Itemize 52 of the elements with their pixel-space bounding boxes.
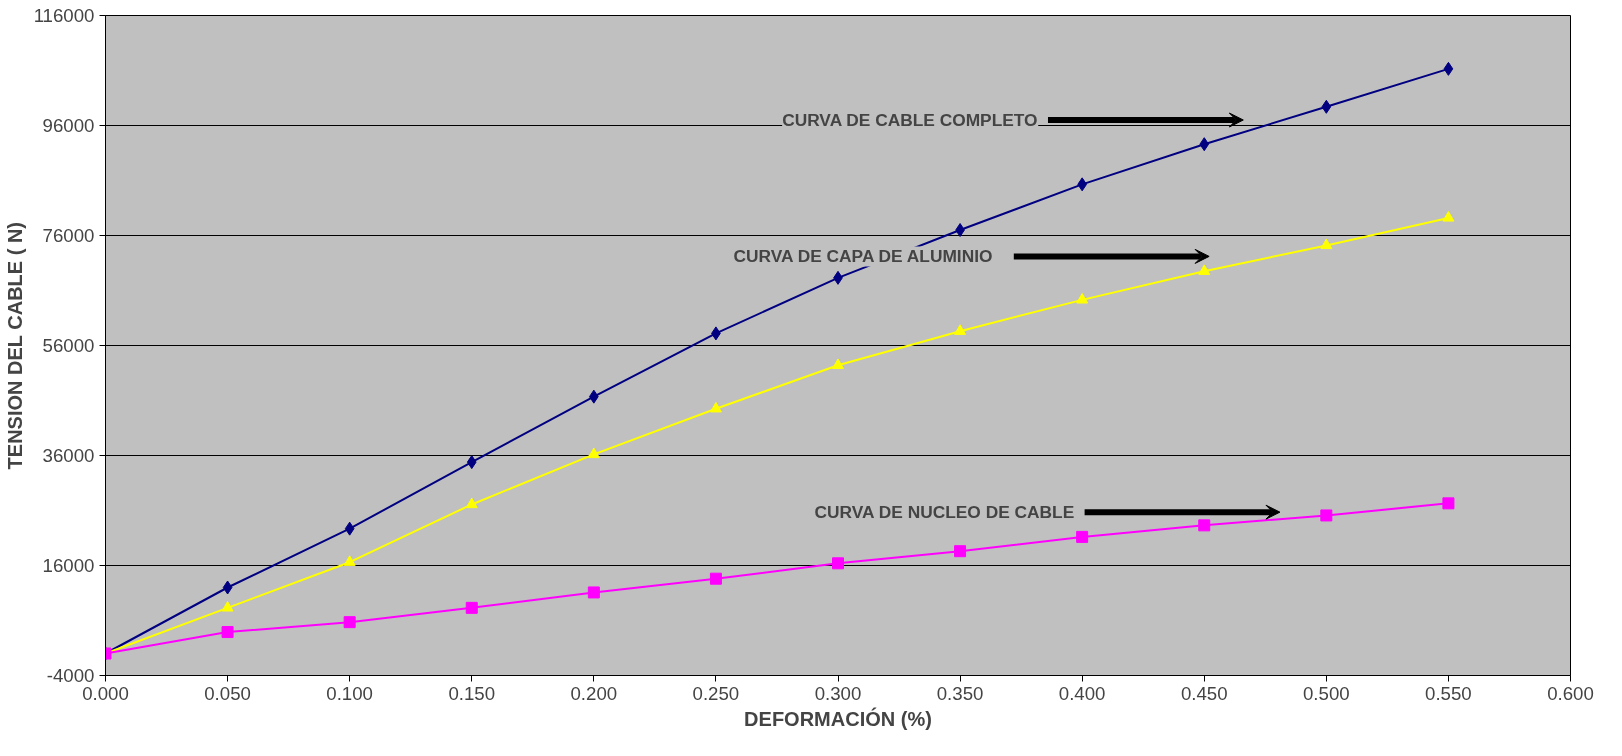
- x-tick-label: 0.200: [570, 682, 618, 704]
- x-tick-label: 0.400: [1058, 682, 1106, 704]
- point: [954, 545, 967, 558]
- point: [343, 555, 356, 566]
- point: [1198, 264, 1211, 275]
- point: [832, 557, 844, 570]
- point: [221, 601, 234, 612]
- y-tick-label: 116000: [33, 5, 95, 26]
- point: [587, 586, 600, 599]
- point: [1199, 137, 1210, 152]
- y-tick-label: 36000: [42, 445, 95, 466]
- point: [709, 572, 722, 585]
- point: [466, 455, 477, 470]
- y-tick-label: 16000: [42, 555, 95, 576]
- x-tick-label: 0.050: [204, 682, 251, 704]
- point: [1442, 497, 1455, 510]
- point: [465, 601, 478, 614]
- y-tick-label: 76000: [42, 225, 95, 246]
- point: [1198, 519, 1211, 532]
- point: [1320, 509, 1333, 522]
- point: [221, 626, 234, 639]
- x-tick-label: 0.350: [936, 682, 984, 704]
- x-tick-label: 0.500: [1302, 682, 1350, 704]
- y-axis-title: TENSION DEL CABLE ( N): [3, 221, 26, 470]
- point: [465, 497, 478, 509]
- point: [1320, 238, 1333, 250]
- annotation: CURVA DE CABLE COMPLETO: [782, 110, 1038, 130]
- point: [955, 223, 965, 237]
- point: [1076, 530, 1089, 543]
- point: [343, 616, 356, 629]
- point: [587, 447, 600, 459]
- annotation: CURVA DE CAPA DE ALUMINIO: [733, 246, 993, 267]
- point: [954, 324, 967, 335]
- annotation: CURVA DE NUCLEO DE CABLE: [814, 502, 1075, 523]
- x-tick-label: 0.300: [814, 682, 862, 704]
- point: [222, 580, 233, 595]
- y-tick-label: 96000: [42, 115, 95, 136]
- point: [1442, 211, 1455, 222]
- x-tick-label: 0.450: [1180, 682, 1228, 704]
- point: [1443, 61, 1454, 76]
- point: [709, 401, 722, 413]
- x-tick-label: 0.150: [448, 682, 496, 704]
- x-tick-label: 0.550: [1425, 682, 1472, 704]
- x-tick-label: 0.250: [692, 682, 740, 704]
- y-tick-label: 56000: [42, 335, 95, 356]
- point: [1076, 293, 1089, 304]
- point: [1321, 99, 1332, 114]
- x-axis-title: DEFORMACIÓN (%): [744, 706, 932, 730]
- point: [832, 358, 844, 369]
- point: [344, 521, 355, 536]
- x-tick-label: 0.600: [1547, 682, 1594, 704]
- x-tick-label: 0.100: [326, 682, 374, 704]
